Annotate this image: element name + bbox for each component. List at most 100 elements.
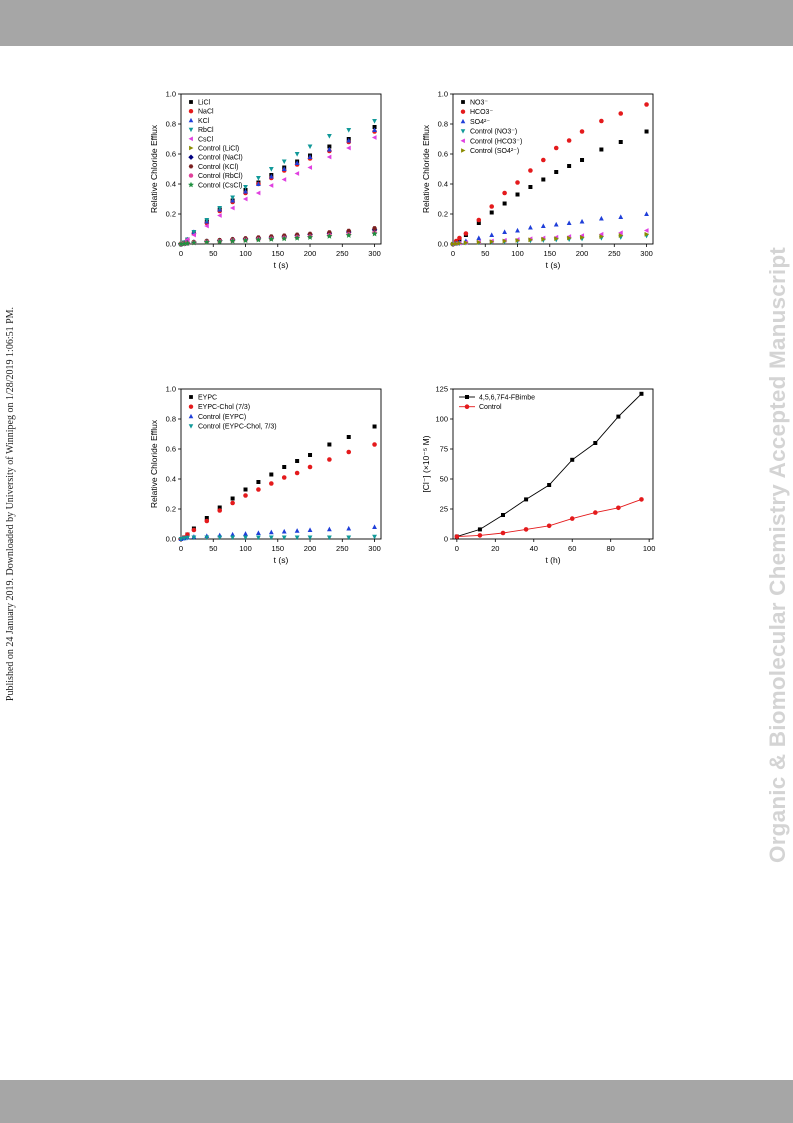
data-point-kcl: [281, 166, 287, 171]
data-point-no3: [618, 140, 623, 144]
legend-label: Control: [479, 404, 502, 411]
data-point-licl: [327, 144, 332, 149]
x-tick-label: 100: [511, 249, 524, 258]
legend-label: HCO3⁻: [470, 109, 493, 116]
data-point-so4: [566, 220, 572, 225]
data-point-control-eypc: [281, 528, 287, 534]
header-band: [0, 0, 793, 46]
data-point-no3: [489, 210, 494, 215]
y-axis-label: [Cl⁻] (×10⁻⁵ M): [421, 435, 431, 492]
x-tick-label: 0: [455, 544, 459, 553]
data-point-no3: [515, 192, 520, 197]
data-point-so4: [644, 211, 649, 216]
legend-marker-control-no3: [460, 129, 466, 134]
data-point-hco3: [541, 157, 546, 163]
data-point-control: [500, 530, 506, 536]
data-point-eypc-chol-7-3: [281, 475, 287, 480]
data-point-control-so4: [502, 238, 508, 244]
data-point-control: [639, 497, 644, 502]
data-point-rbcl: [346, 128, 352, 133]
x-tick-label: 200: [576, 249, 589, 258]
data-point-control-eypc: [294, 528, 300, 533]
legend-label: LiCl: [198, 100, 211, 107]
data-point-hco3: [566, 138, 572, 143]
data-point-control-eypc: [256, 530, 261, 535]
data-point-control-so4: [567, 235, 572, 241]
series-line-4-5-6-7f4-fbimbe: [456, 393, 642, 538]
data-point-control-eypc-chol-7-3: [256, 535, 261, 541]
x-axis-label: t (s): [274, 260, 289, 270]
data-point-control-cscl: [371, 230, 378, 237]
y-tick-label: 0.8: [166, 120, 176, 129]
data-point-control-eypc: [243, 531, 248, 536]
data-point-rbcl: [281, 159, 287, 165]
data-point-control-eypc-chol-7-3: [326, 535, 332, 541]
data-point-control-so4: [457, 240, 463, 246]
data-point-control: [616, 505, 621, 511]
data-point-control-so4: [489, 239, 495, 244]
data-point-no3: [580, 158, 585, 162]
data-point-4-5-6-7f4-fbimbe: [639, 391, 644, 396]
chart-chloride-concentration: 0 20 40 60 80 100 0 25 50 75 100 125 t (h) [Cl⁻] (×10…: [421, 385, 655, 566]
data-point-rbcl: [307, 144, 313, 150]
x-tick-label: 250: [608, 249, 621, 258]
data-point-control-eypc-chol-7-3: [294, 535, 300, 541]
legend-marker-control-nacl: [188, 154, 194, 160]
data-point-eypc: [295, 459, 300, 463]
data-point-cscl: [326, 154, 332, 160]
legend-marker-control-eypc-chol-7-3: [188, 424, 194, 429]
data-point-eypc: [282, 465, 287, 469]
y-tick-label: 0.0: [438, 240, 448, 249]
data-point-4-5-6-7f4-fbimbe: [570, 457, 575, 462]
data-point-no3: [476, 221, 481, 225]
x-tick-label: 50: [209, 544, 217, 553]
data-point-control-cscl: [268, 236, 275, 242]
data-point-control-kcl: [346, 228, 352, 233]
data-point-control-cscl: [181, 240, 188, 247]
data-point-so4: [598, 215, 604, 221]
data-point-hco3: [579, 129, 585, 134]
data-point-eypc-chol-7-3: [230, 500, 235, 506]
data-point-control-cscl: [216, 238, 223, 245]
x-tick-label: 250: [336, 544, 349, 553]
data-point-control-hco3: [643, 228, 649, 233]
legend-marker-nacl: [188, 109, 194, 114]
y-axis-label: Relative Chloride Efflux: [149, 419, 159, 508]
x-tick-label: 0: [451, 249, 455, 258]
data-point-control-eypc-chol-7-3: [204, 535, 210, 541]
data-point-control-eypc-chol-7-3: [217, 535, 223, 541]
data-point-rbcl: [243, 185, 248, 190]
data-point-control-eypc-chol-7-3: [181, 536, 187, 541]
y-tick-label: 0.6: [166, 445, 176, 454]
data-point-4-5-6-7f4-fbimbe: [477, 527, 482, 532]
footer-band: [0, 1080, 793, 1123]
data-point-control-so4: [463, 240, 469, 246]
data-point-control-cscl: [177, 240, 185, 247]
plot-frame: [180, 93, 382, 245]
data-point-eypc-chol-7-3: [327, 457, 332, 462]
data-point-control-eypc-chol-7-3: [372, 534, 377, 540]
data-point-so4: [618, 214, 624, 219]
y-tick-label: 0.4: [166, 475, 176, 484]
data-point-control-cscl: [306, 234, 314, 240]
data-point-control-eypc-chol-7-3: [185, 535, 190, 541]
data-point-control-eypc: [307, 527, 313, 532]
data-point-4-5-6-7f4-fbimbe: [524, 497, 529, 502]
data-point-control-hco3: [618, 230, 623, 236]
chart-cation-efflux: 0 50 100 150 200 250 300 0.0 0.2 0.4 0.6 0.8 1.0 t (s…: [149, 90, 382, 270]
data-point-kcl: [346, 137, 352, 143]
legend-label: Control (RbCl): [198, 173, 243, 180]
legend-marker-rbcl: [188, 127, 194, 133]
data-point-4-5-6-7f4-fbimbe: [501, 513, 505, 517]
data-point-so4: [489, 232, 495, 237]
data-point-cscl: [294, 171, 300, 176]
data-point-eypc: [372, 424, 377, 429]
data-point-rbcl: [191, 230, 197, 235]
x-tick-label: 100: [239, 249, 252, 258]
y-tick-label: 75: [440, 445, 448, 454]
data-point-cscl: [307, 165, 313, 170]
data-point-so4: [579, 218, 585, 224]
legend-label: NO3⁻: [470, 100, 488, 107]
legend-label: NaCl: [198, 109, 214, 116]
data-point-cscl: [184, 237, 190, 242]
